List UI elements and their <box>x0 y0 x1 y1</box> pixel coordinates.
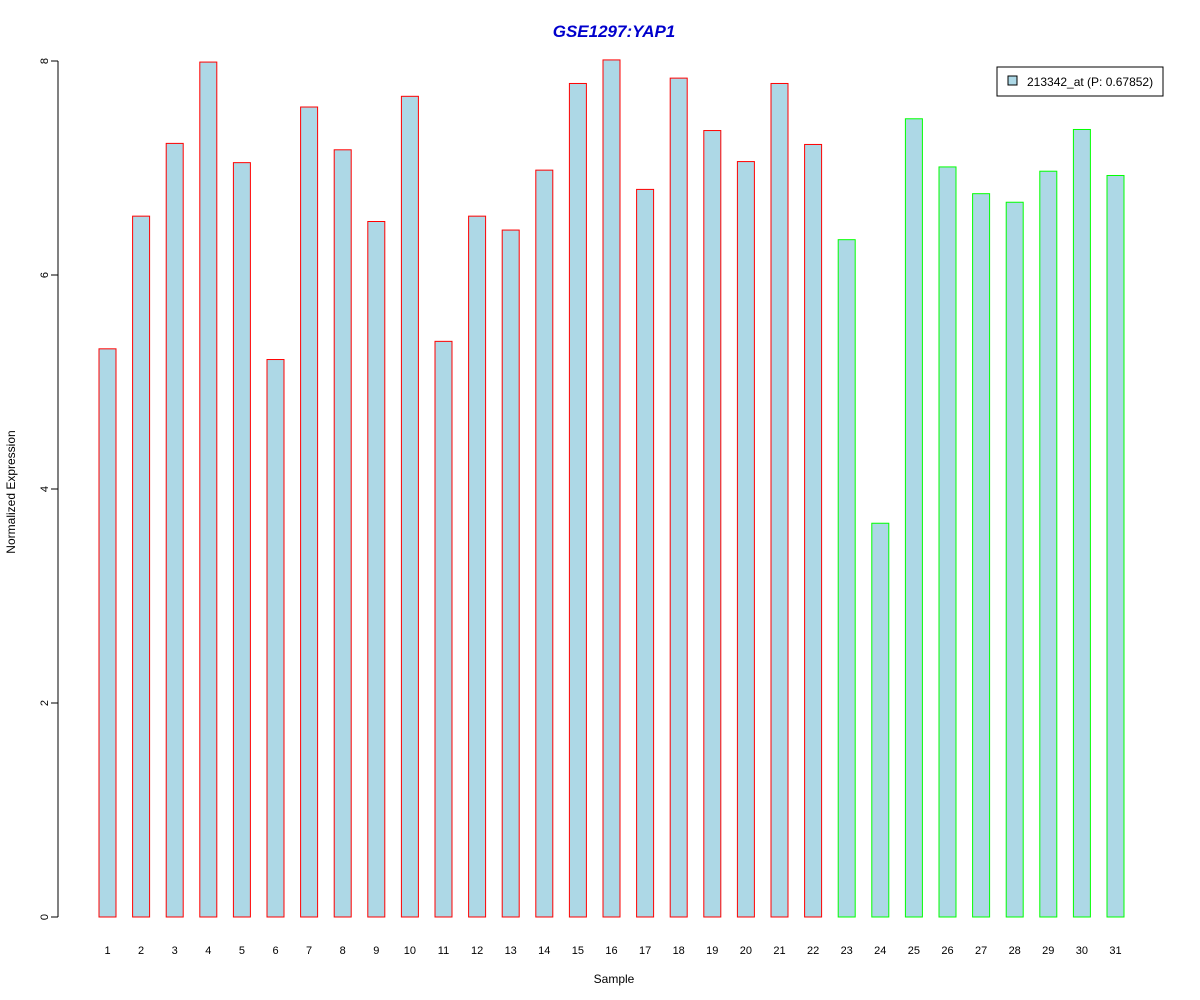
x-axis-label: Sample <box>594 972 635 986</box>
bar-sample-13 <box>501 229 520 918</box>
x-tick-label: 14 <box>538 945 550 957</box>
x-tick-label: 30 <box>1076 945 1088 957</box>
bar-sample-3 <box>165 142 184 918</box>
x-tick-label: 19 <box>706 945 718 957</box>
x-tick-label: 22 <box>807 945 819 957</box>
y-tick-label: 0 <box>39 914 51 920</box>
x-tick-label: 16 <box>605 945 617 957</box>
bar-sample-7 <box>300 106 319 918</box>
bar-sample-21 <box>770 82 789 918</box>
x-tick-label: 18 <box>673 945 685 957</box>
bar-sample-14 <box>535 169 554 918</box>
x-tick-label: 12 <box>471 945 483 957</box>
x-tick-label: 1 <box>104 945 110 957</box>
x-tick-label: 25 <box>908 945 920 957</box>
bar-sample-18 <box>669 77 688 918</box>
legend-swatch <box>1007 75 1018 86</box>
bar-sample-1 <box>98 348 117 918</box>
bar-sample-29 <box>1039 170 1058 918</box>
x-tick-label: 10 <box>404 945 416 957</box>
x-tick-label: 9 <box>373 945 379 957</box>
bar-sample-12 <box>468 215 487 918</box>
x-tick-label: 31 <box>1109 945 1121 957</box>
bar-sample-22 <box>804 143 823 918</box>
bar-sample-5 <box>232 162 251 918</box>
bar-sample-10 <box>400 95 419 918</box>
x-tick-label: 24 <box>874 945 886 957</box>
bar-sample-20 <box>736 161 755 918</box>
bar-sample-27 <box>972 193 991 918</box>
legend: 213342_at (P: 0.67852) <box>996 66 1164 97</box>
legend-label: 213342_at (P: 0.67852) <box>1027 75 1153 89</box>
x-tick-label: 28 <box>1009 945 1021 957</box>
bar-sample-25 <box>904 118 923 918</box>
chart-title: GSE1297:YAP1 <box>553 22 676 41</box>
x-tick-label: 20 <box>740 945 752 957</box>
x-tick-label: 2 <box>138 945 144 957</box>
bar-sample-15 <box>568 82 587 918</box>
bar-sample-31 <box>1106 174 1125 918</box>
x-tick-label: 17 <box>639 945 651 957</box>
x-tick-label: 21 <box>773 945 785 957</box>
bar-sample-6 <box>266 359 285 918</box>
x-tick-label: 13 <box>505 945 517 957</box>
bar-sample-30 <box>1072 128 1091 918</box>
y-axis-label: Normalized Expression <box>4 430 18 553</box>
x-tick-label: 29 <box>1042 945 1054 957</box>
bar-sample-8 <box>333 149 352 918</box>
bar-sample-23 <box>837 239 856 918</box>
x-tick-label: 8 <box>340 945 346 957</box>
x-tick-label: 23 <box>841 945 853 957</box>
legend-box <box>996 66 1164 97</box>
bar-sample-16 <box>602 59 621 918</box>
bar-sample-17 <box>636 188 655 918</box>
bar-sample-4 <box>199 61 218 918</box>
x-tick-label: 6 <box>272 945 278 957</box>
bar-sample-24 <box>871 522 890 918</box>
x-tick-label: 5 <box>239 945 245 957</box>
y-tick-label: 8 <box>39 58 51 64</box>
bar-sample-9 <box>367 221 386 918</box>
x-tick-label: 27 <box>975 945 987 957</box>
bar-sample-19 <box>703 130 722 918</box>
bar-sample-26 <box>938 166 957 918</box>
y-axis: 0 2 4 6 8 <box>39 58 59 920</box>
x-tick-label: 7 <box>306 945 312 957</box>
bar-series <box>98 59 1125 918</box>
bar-sample-11 <box>434 340 453 918</box>
y-tick-label: 2 <box>39 700 51 706</box>
x-tick-labels: 1 2 3 4 5 6 7 8 9 10 11 12 13 14 15 16 17 18 19 20 21 22 23 24 2… <box>104 945 1121 957</box>
x-tick-label: 11 <box>438 945 449 957</box>
y-tick-label: 4 <box>39 486 51 492</box>
bar-sample-2 <box>132 215 151 918</box>
y-tick-label: 6 <box>39 272 51 278</box>
x-tick-label: 15 <box>572 945 584 957</box>
x-tick-label: 26 <box>941 945 953 957</box>
bar-sample-28 <box>1005 201 1024 918</box>
x-tick-label: 4 <box>205 945 211 957</box>
x-tick-label: 3 <box>172 945 178 957</box>
